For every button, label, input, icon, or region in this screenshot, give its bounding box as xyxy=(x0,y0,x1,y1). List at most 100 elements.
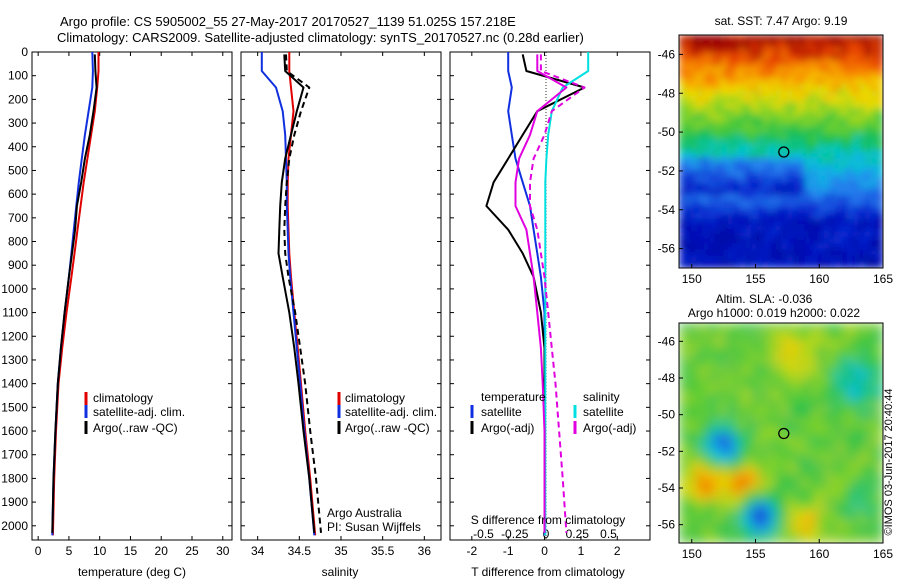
map-cell xyxy=(811,151,818,159)
map-cell xyxy=(691,139,698,146)
map-cell xyxy=(823,375,830,382)
map-cell xyxy=(697,467,704,475)
map-cell xyxy=(733,243,740,251)
map-cell xyxy=(859,77,866,85)
map-cell xyxy=(811,531,818,538)
map-cell xyxy=(715,537,722,543)
map-cell xyxy=(775,351,782,359)
map-cell xyxy=(829,35,836,42)
map-cell xyxy=(787,375,794,382)
map-cell xyxy=(805,375,812,382)
map-cell xyxy=(691,508,698,515)
map-cell xyxy=(871,525,878,533)
map-cell xyxy=(685,35,692,42)
map-cell xyxy=(781,59,788,67)
map-cell xyxy=(829,139,836,146)
map-cell xyxy=(871,139,878,146)
map-cell xyxy=(751,200,758,208)
map-cell xyxy=(775,243,782,251)
map-cell xyxy=(757,77,764,85)
map-cell xyxy=(739,357,746,365)
map-cell xyxy=(685,77,692,85)
map-cell xyxy=(799,473,806,480)
map-cell xyxy=(865,71,872,79)
map-cell xyxy=(811,84,818,91)
map-cell xyxy=(787,41,794,48)
map-cell xyxy=(799,421,806,428)
map-cell xyxy=(763,90,770,97)
map-cell xyxy=(817,151,824,159)
map-cell xyxy=(739,427,746,434)
map-cell xyxy=(823,490,830,498)
map-cell xyxy=(805,433,812,440)
map-cell xyxy=(703,323,710,330)
map-cell xyxy=(865,450,872,457)
map-cell xyxy=(757,496,764,504)
map-cell xyxy=(739,508,746,515)
map-cell xyxy=(745,47,752,54)
map-cell xyxy=(703,169,710,177)
map-cell xyxy=(829,467,836,475)
map-cell xyxy=(733,433,740,440)
map-cell xyxy=(745,35,752,42)
map-cell xyxy=(727,218,734,226)
map-cell xyxy=(835,508,842,515)
map-cell xyxy=(811,35,818,42)
map-cell xyxy=(757,334,764,341)
map-cell xyxy=(835,346,842,353)
map-cell xyxy=(859,96,866,104)
map-cell xyxy=(739,421,746,428)
map-cell xyxy=(739,537,746,543)
map-cell xyxy=(859,151,866,159)
map-cell xyxy=(715,206,722,214)
map-cell xyxy=(781,126,788,134)
map-cell xyxy=(805,450,812,457)
map-cell xyxy=(739,120,746,128)
map-cell xyxy=(859,334,866,341)
map-cell xyxy=(739,363,746,370)
map-cell xyxy=(691,473,698,480)
map-cell xyxy=(697,363,704,370)
map-cell xyxy=(853,120,860,128)
map-cell xyxy=(703,176,710,183)
map-cell xyxy=(745,444,752,451)
map-cell xyxy=(781,176,788,183)
map-cell xyxy=(799,450,806,457)
map-cell xyxy=(691,519,698,527)
map-cell xyxy=(769,386,776,394)
map-cell xyxy=(865,357,872,365)
map-cell xyxy=(727,206,734,214)
map-cell xyxy=(871,398,878,405)
map-cell xyxy=(697,473,704,480)
map-cell xyxy=(781,237,788,245)
map-cell xyxy=(853,323,860,330)
map-cell xyxy=(721,237,728,245)
map-cell xyxy=(847,53,854,61)
map-cell xyxy=(817,243,824,251)
map-cell xyxy=(679,212,686,220)
map-cell xyxy=(751,212,758,220)
map-cell xyxy=(745,176,752,183)
map-cell xyxy=(841,519,848,527)
map-cell xyxy=(841,427,848,434)
map-cell xyxy=(853,328,860,336)
map-cell xyxy=(793,340,800,347)
map-cell xyxy=(703,404,710,411)
map-cell xyxy=(805,35,812,42)
map-cell xyxy=(739,328,746,336)
map-cell xyxy=(841,212,848,220)
map-cell xyxy=(775,490,782,498)
map-cell xyxy=(721,461,728,469)
map-cell xyxy=(781,71,788,79)
map-cell xyxy=(787,450,794,457)
map-cell xyxy=(793,212,800,220)
map-cell xyxy=(697,53,704,61)
map-cell xyxy=(799,444,806,451)
annotation-argo-australia: Argo Australia xyxy=(327,506,402,520)
map-cell xyxy=(709,496,716,504)
map-cell xyxy=(865,392,872,399)
map-cell xyxy=(799,537,806,543)
map-cell xyxy=(763,531,770,538)
map-cell xyxy=(679,261,686,268)
map-cell xyxy=(757,467,764,475)
